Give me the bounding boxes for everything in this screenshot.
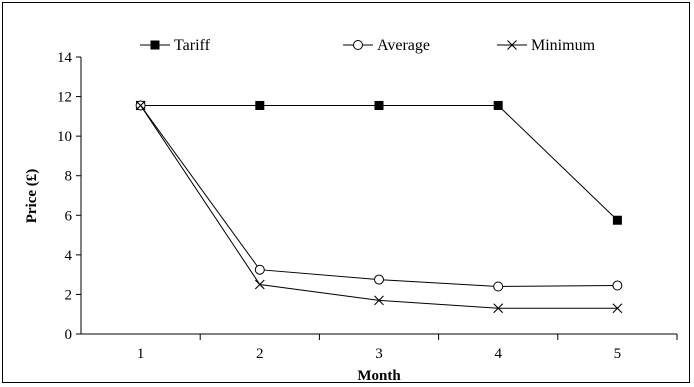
x-marker-stroke [507, 40, 517, 50]
x-marker-stroke [135, 100, 146, 111]
x-marker-stroke [493, 303, 504, 314]
x-tick-label: 5 [614, 346, 622, 362]
x-marker-stroke [374, 295, 384, 306]
y-tick-label: 8 [65, 169, 73, 185]
x-axis-title: Month [357, 368, 401, 384]
x-tick-label: 4 [494, 346, 502, 362]
y-tick-label: 10 [57, 129, 72, 145]
data-point-average [612, 280, 623, 291]
data-point-average [374, 274, 384, 285]
legend-marker-average [353, 40, 363, 50]
series-line-average [140, 105, 618, 288]
y-tick-label: 2 [65, 287, 73, 303]
chart-frame [2, 2, 690, 383]
series-minimum [135, 100, 623, 314]
data-point-average [254, 264, 265, 275]
data-point-minimum [135, 100, 146, 111]
data-point-minimum [493, 303, 504, 314]
data-point-average [493, 281, 504, 292]
data-point-tariff [374, 100, 384, 110]
series-layer [135, 100, 623, 314]
y-tick-label: 14 [57, 50, 73, 66]
y-tick-label: 0 [65, 327, 73, 343]
legend-item-tariff: Tariff [140, 37, 211, 54]
x-tick-label: 1 [137, 346, 145, 362]
series-average [135, 100, 623, 292]
legend-item-minimum: Minimum [497, 37, 596, 54]
data-point-tariff [612, 215, 622, 225]
series-tariff [136, 100, 622, 225]
data-point-tariff [255, 100, 265, 110]
y-tick-label: 6 [65, 208, 73, 224]
legend-marker-minimum [507, 40, 517, 50]
y-axis-ticks: 0 2 4 6 8 10 12 14 [57, 50, 81, 343]
x-tick-label: 3 [375, 346, 383, 362]
data-point-minimum [374, 295, 384, 306]
legend: Tariff Average Minimum [140, 37, 596, 54]
x-tick-label: 2 [256, 346, 264, 362]
data-point-minimum [612, 303, 623, 314]
series-line-tariff [140, 104, 618, 221]
y-axis-title: Price (£) [24, 169, 40, 224]
legend-item-average: Average [343, 37, 430, 54]
y-tick-label: 4 [65, 248, 73, 264]
legend-label-average: Average [377, 37, 430, 54]
data-point-minimum [254, 279, 265, 290]
chart-axes [80, 57, 677, 335]
data-point-tariff [493, 100, 503, 110]
x-marker-stroke [254, 279, 265, 290]
x-marker-stroke [612, 303, 623, 314]
legend-marker-tariff [150, 40, 160, 50]
x-axis-ticks: 1 2 3 4 5 [137, 334, 678, 362]
legend-label-tariff: Tariff [174, 37, 211, 54]
legend-label-minimum: Minimum [531, 37, 596, 54]
y-tick-label: 12 [57, 90, 72, 106]
